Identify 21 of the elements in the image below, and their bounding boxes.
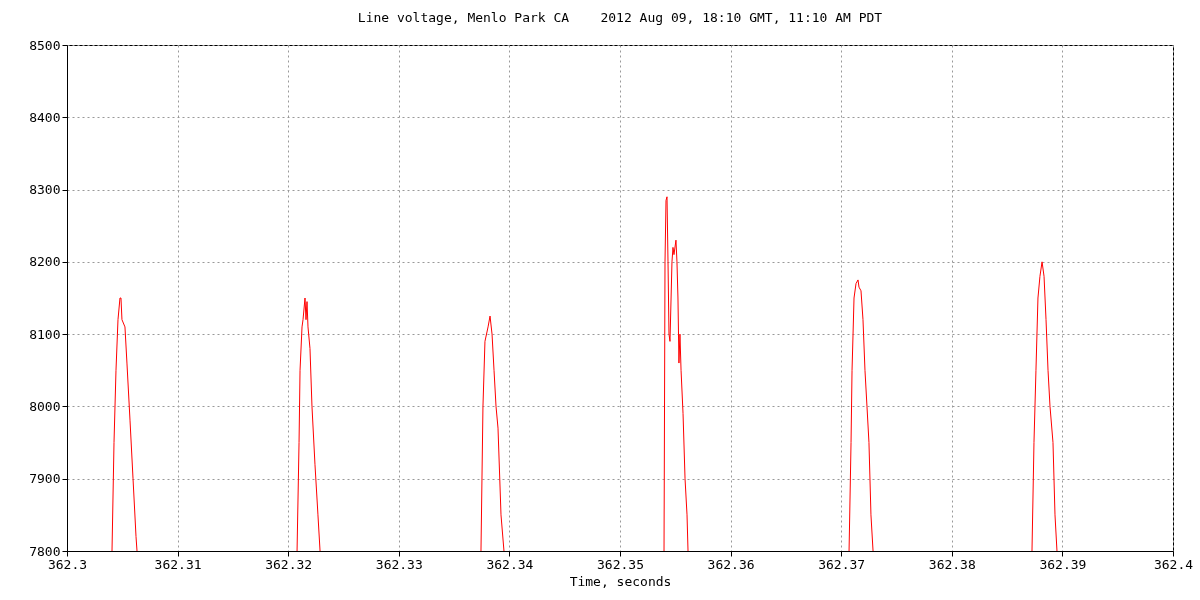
- x-tick-label: 362.32: [265, 556, 313, 572]
- x-tick-label: 362.39: [1039, 556, 1087, 572]
- y-tick-label: 8000: [29, 398, 61, 414]
- x-tick-label: 362.36: [707, 556, 755, 572]
- x-tick-label: 362.34: [486, 556, 534, 572]
- x-axis-title: Time, seconds: [569, 573, 672, 589]
- y-tick-label: 8400: [29, 109, 61, 125]
- chart-title: Line voltage, Menlo Park CA 2012 Aug 09, 18:10 GMT, 11:10 AM PDT: [357, 10, 883, 25]
- x-tick-label: 362.38: [928, 556, 976, 572]
- y-tick-label: 7800: [29, 543, 61, 559]
- x-tick-label: 362.3: [47, 556, 88, 572]
- x-tick-label: 362.35: [597, 556, 644, 572]
- x-tick-label: 362.37: [818, 556, 866, 572]
- y-tick-label: 8500: [29, 37, 61, 53]
- y-tick-label: 8200: [29, 254, 61, 270]
- y-tick-label: 8300: [29, 182, 61, 198]
- x-tick-label: 362.31: [154, 556, 202, 572]
- y-tick-label: 7900: [29, 471, 61, 487]
- x-tick-label: 362.4: [1153, 556, 1194, 572]
- y-tick-label: 8100: [29, 326, 61, 342]
- x-tick-label: 362.33: [375, 556, 423, 572]
